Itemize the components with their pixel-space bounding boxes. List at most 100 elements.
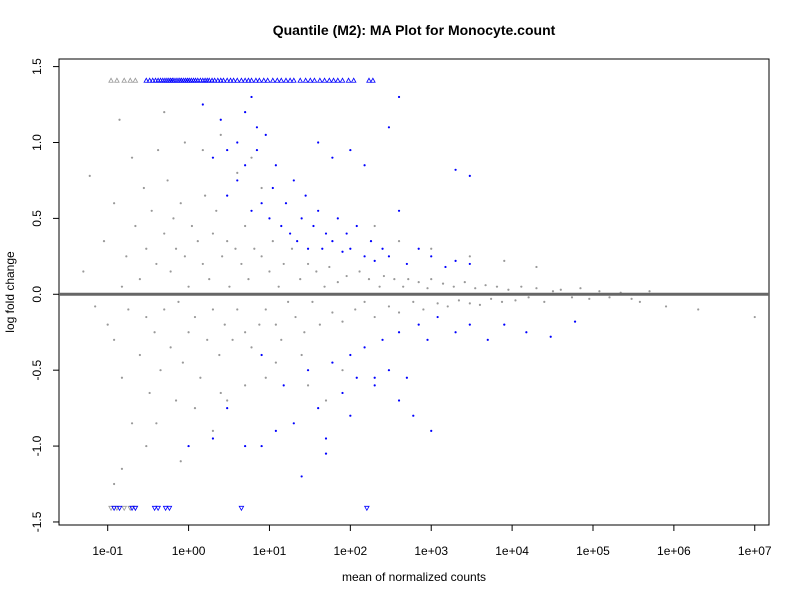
data-point-not-significant — [187, 331, 190, 334]
data-point-significant — [373, 259, 376, 262]
data-point-significant — [349, 353, 352, 357]
data-point-significant — [250, 209, 253, 212]
data-point-not-significant — [196, 240, 199, 243]
data-point-significant — [282, 384, 285, 387]
y-tick-label: 0.0 — [30, 286, 44, 303]
capped-point-up — [108, 77, 114, 83]
data-point-not-significant — [311, 300, 314, 303]
data-point-significant — [226, 407, 229, 410]
capped-point-up — [227, 77, 234, 83]
data-point-not-significant — [181, 361, 184, 364]
capped-point-up — [297, 77, 304, 83]
capped-point-up — [248, 77, 255, 83]
data-point-significant — [331, 240, 334, 243]
plot-frame — [58, 58, 770, 526]
data-point-not-significant — [328, 265, 331, 269]
data-point-not-significant — [150, 209, 153, 212]
y-axis-label: log fold change — [3, 251, 17, 333]
data-point-significant — [369, 240, 373, 243]
data-point-not-significant — [484, 284, 487, 287]
data-point-not-significant — [130, 422, 134, 425]
data-point-significant — [454, 331, 457, 334]
data-point-not-significant — [236, 308, 239, 311]
data-point-significant — [236, 179, 239, 182]
data-point-not-significant — [430, 277, 433, 281]
data-point-not-significant — [463, 281, 466, 284]
data-point-not-significant — [88, 174, 91, 177]
data-point-significant — [397, 95, 401, 99]
data-point-not-significant — [218, 353, 221, 357]
capped-point-up — [238, 77, 245, 83]
data-point-not-significant — [120, 285, 124, 288]
data-point-not-significant — [125, 255, 128, 258]
data-point-significant — [405, 376, 408, 379]
data-point-not-significant — [648, 290, 651, 293]
data-point-not-significant — [412, 300, 415, 303]
data-point-significant — [373, 376, 376, 379]
data-point-not-significant — [179, 460, 182, 463]
capped-point-up — [149, 77, 156, 83]
data-point-significant — [317, 407, 320, 410]
data-point-not-significant — [206, 338, 209, 341]
capped-point-up — [290, 77, 297, 83]
capped-point-down — [132, 505, 139, 512]
data-point-not-significant — [113, 202, 116, 205]
data-point-not-significant — [169, 346, 172, 349]
data-point-significant — [226, 148, 229, 152]
capped-point-up — [242, 77, 248, 83]
data-point-not-significant — [559, 288, 562, 291]
data-point-significant — [317, 209, 320, 212]
data-point-significant — [255, 126, 259, 129]
data-point-not-significant — [397, 240, 401, 243]
data-point-significant — [264, 133, 267, 136]
x-axis-label: mean of normalized counts — [342, 570, 486, 584]
data-point-not-significant — [543, 300, 546, 303]
capped-point-up — [334, 77, 341, 83]
capped-point-up — [269, 77, 276, 83]
data-point-not-significant — [172, 217, 175, 220]
data-point-significant — [260, 444, 263, 448]
capped-point-down — [111, 505, 117, 512]
capped-point-up — [307, 77, 314, 83]
capped-point-up — [321, 77, 328, 83]
data-point-not-significant — [244, 331, 247, 334]
data-point-significant — [373, 384, 376, 387]
data-point-significant — [503, 323, 506, 326]
data-point-significant — [219, 118, 222, 121]
data-point-not-significant — [468, 255, 471, 258]
capped-point-up — [287, 77, 293, 83]
data-point-not-significant — [608, 296, 611, 299]
capped-point-up — [217, 77, 224, 83]
x-tick-label: 1e+01 — [253, 544, 287, 558]
capped-point-up — [274, 77, 281, 83]
data-point-not-significant — [271, 240, 274, 243]
data-point-not-significant — [226, 399, 229, 402]
data-point-not-significant — [183, 141, 186, 144]
data-point-not-significant — [478, 303, 482, 307]
data-point-significant — [226, 194, 229, 197]
data-point-not-significant — [138, 277, 141, 281]
data-point-significant — [296, 240, 299, 243]
data-point-significant — [292, 179, 295, 182]
data-point-not-significant — [82, 270, 85, 273]
capped-point-up — [234, 77, 241, 83]
data-point-not-significant — [324, 399, 328, 402]
data-point-significant — [525, 331, 528, 334]
data-point-not-significant — [211, 232, 215, 235]
data-point-significant — [236, 141, 239, 144]
data-point-not-significant — [153, 331, 156, 334]
capped-point-down — [121, 505, 128, 512]
data-point-significant — [444, 265, 447, 269]
data-point-not-significant — [247, 277, 250, 281]
data-point-not-significant — [234, 247, 237, 250]
x-tick-label: 1e+00 — [172, 544, 206, 558]
data-point-not-significant — [244, 384, 247, 387]
data-point-significant — [211, 156, 215, 159]
capped-point-up — [127, 77, 134, 83]
data-point-not-significant — [303, 331, 306, 334]
capped-point-up — [230, 77, 237, 83]
data-point-not-significant — [446, 305, 449, 308]
data-point-not-significant — [306, 384, 310, 387]
data-point-not-significant — [407, 277, 410, 281]
